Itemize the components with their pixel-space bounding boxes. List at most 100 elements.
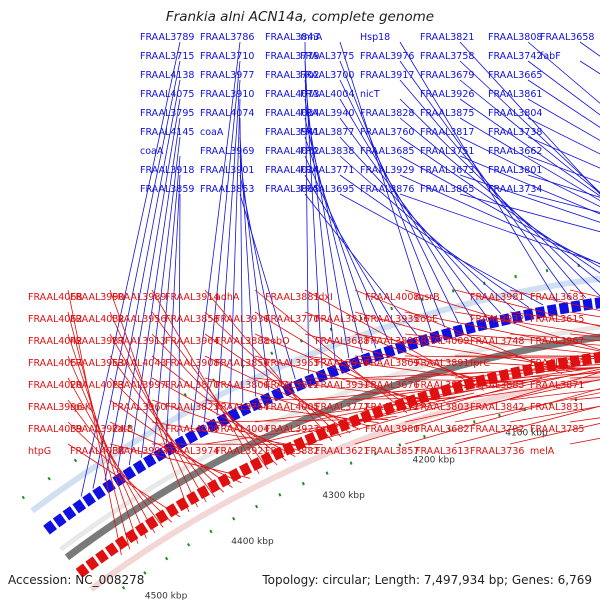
gene-label: FRAAL3965	[265, 358, 319, 369]
leader-line	[459, 193, 600, 233]
gene-label: FRAAL4023	[70, 380, 124, 391]
genome-stats-text: Topology: circular; Length: 7,497,934 bp…	[262, 573, 592, 587]
gene-label: FRAAL3923	[265, 424, 319, 435]
gene-label: FRAAL4042	[28, 336, 82, 347]
leader-line	[204, 333, 351, 434]
gene-label: FRAAL4004	[215, 424, 269, 435]
leader-line	[404, 379, 600, 423]
forward-gene-labels: FRAAL3789 FRAAL3715 FRAAL4138 FRAAL4075 FRAA…	[80, 32, 600, 497]
gene-label: FRAAL3916	[530, 358, 584, 369]
leader-line	[254, 397, 455, 401]
gene-label: FRAAL3918	[140, 165, 194, 176]
leader-line	[509, 333, 600, 342]
leader-line	[399, 155, 600, 268]
gene-label: FRAAL3738	[488, 127, 542, 138]
leader-line	[399, 98, 600, 297]
leader-line	[204, 289, 333, 441]
gene-label: FRAAL4032	[70, 314, 124, 325]
leader-line	[239, 193, 296, 380]
gene-label: FRAAL4072	[265, 146, 319, 157]
gene-label: FRAAL3956	[112, 314, 166, 325]
leader-line	[304, 377, 523, 382]
gene-label: FRAAL3702	[265, 70, 319, 81]
leader-line	[354, 372, 600, 445]
leader-line	[151, 333, 278, 466]
leader-line	[304, 41, 309, 374]
gene-label: FRAAL3823	[165, 402, 219, 413]
leader-line	[404, 371, 600, 401]
gene-label: FRAAL3850	[215, 358, 269, 369]
gene-label: FRAAL3881	[265, 292, 319, 303]
gene-label: FRAAL4009	[415, 336, 469, 347]
leader-line	[527, 98, 600, 141]
leader-line	[354, 311, 572, 373]
gene-label: FRAAL3779	[265, 51, 319, 62]
gene-label: FRAAL3960	[112, 402, 166, 413]
gene-label: FRAAL3771	[300, 165, 354, 176]
gene-label: FRAAL3662	[488, 146, 542, 157]
forward-strand-track	[43, 297, 600, 535]
coordinate-ticks: 4500 kbp 4400 kbp 4300 kbp 4200 kbp 4100 kbp…	[145, 429, 548, 600]
gene-label: FRAAL3809	[365, 358, 419, 369]
leader-line	[304, 193, 418, 336]
gene-label: FRAAL3760	[360, 127, 414, 138]
gene-label: FRAAL3736	[470, 446, 524, 457]
gene-label: FRAAL4024	[265, 165, 319, 176]
leader-line	[67, 399, 164, 528]
leader-line	[67, 289, 122, 556]
gene-label: FRAAL3885	[265, 184, 319, 195]
gene-label: FRAAL3877	[300, 127, 354, 138]
gene-label: FRAAL3621	[315, 446, 369, 457]
gene-label: FRAAL3997	[112, 380, 166, 391]
leader-line	[204, 311, 342, 438]
gene-label: FRAAL4138	[140, 70, 194, 81]
leader-line	[116, 98, 181, 473]
gene-label: FRAAL3858	[165, 314, 219, 325]
gene-label: fprC	[470, 358, 490, 369]
leader-line	[80, 41, 181, 497]
gene-label: FRAAL4038	[70, 446, 124, 457]
gene-label: FRAAL3821	[420, 32, 474, 43]
gene-label: FRAAL3758	[420, 51, 474, 62]
leader-line	[304, 117, 363, 354]
leader-line	[399, 117, 600, 283]
gene-label: adhA	[215, 292, 240, 303]
gene-label: FRAAL3658	[540, 32, 594, 43]
leader-line	[579, 41, 600, 57]
leader-line	[203, 60, 241, 423]
leader-line	[304, 378, 533, 401]
gene-label: FRAAL3979	[315, 358, 369, 369]
gene-label: FRAAL3615	[530, 314, 584, 325]
rna-track	[59, 324, 600, 552]
leader-line	[399, 174, 600, 265]
leader-line	[67, 443, 181, 518]
gene-label: FRAAL3857	[365, 446, 419, 457]
gene-label: FRAAL3876	[360, 184, 414, 195]
gene-label: Hsp18	[360, 32, 390, 43]
leader-line	[459, 98, 600, 197]
gene-label: FRAAL3924	[70, 424, 124, 435]
leader-line	[109, 289, 190, 513]
backbone-ring	[64, 333, 600, 561]
gene-label: FRAAL3831	[530, 402, 584, 413]
leader-line	[178, 193, 181, 436]
leader-line	[304, 376, 543, 423]
leader-line	[67, 421, 172, 523]
leader-line	[454, 333, 600, 346]
leader-line	[304, 174, 404, 340]
gene-label: FRAAL3838	[300, 146, 354, 157]
gene-label: FRAAL4008	[365, 292, 419, 303]
gene-label: FRAAL3871	[530, 380, 584, 391]
gene-label: FRAAL3685	[360, 146, 414, 157]
gene-label: FRAAL3613	[415, 446, 469, 457]
leader-line	[509, 423, 600, 445]
gene-label: FRAAL4034	[265, 108, 319, 119]
leader-line	[254, 311, 417, 411]
gene-label: fabF	[540, 51, 561, 62]
gene-label: nicT	[360, 89, 380, 100]
gene-label: FRAAL3808	[488, 32, 542, 43]
gene-label: FRAAL3754	[215, 402, 269, 413]
leader-line	[151, 311, 269, 470]
gene-label: FRAAL3795	[140, 108, 194, 119]
gene-label: FRAAL3941	[265, 127, 319, 138]
